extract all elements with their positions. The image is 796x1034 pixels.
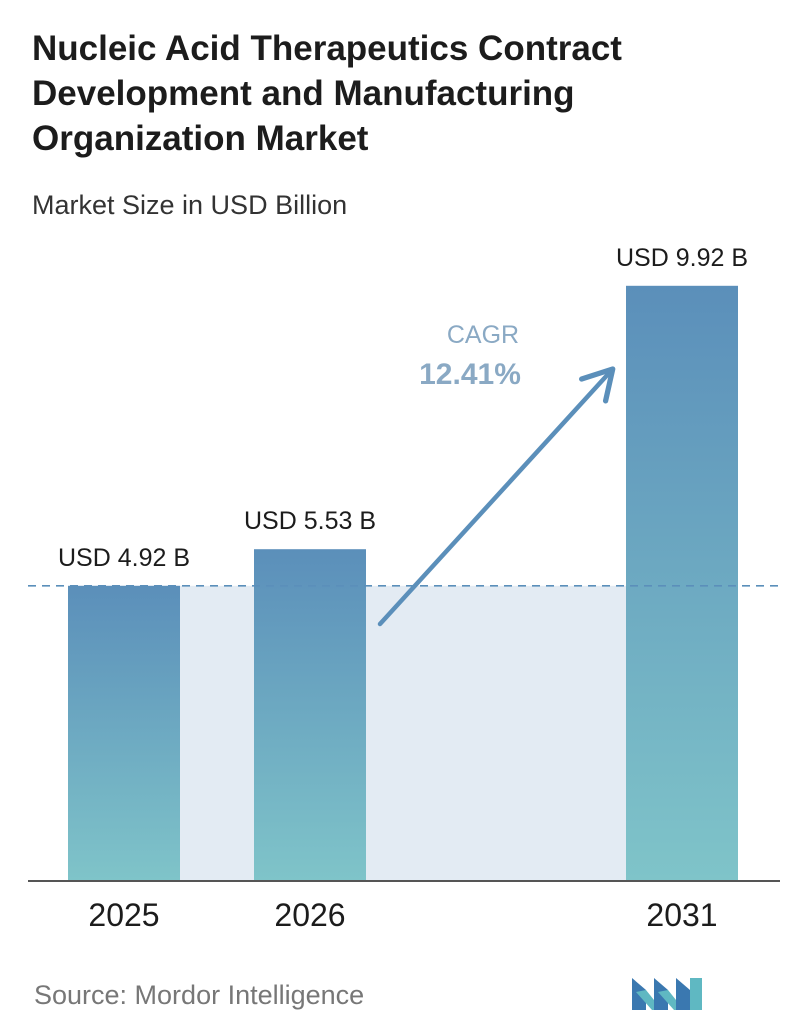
x-tick-2031: 2031 — [646, 897, 717, 933]
x-tick-2025: 2025 — [88, 897, 159, 933]
mordor-intelligence-logo-icon — [632, 978, 702, 1010]
data-label-2025: USD 4.92 B — [58, 544, 190, 572]
source-note: Source: Mordor Intelligence — [34, 980, 365, 1010]
cagr-value: 12.41% — [419, 358, 521, 391]
data-label-2026: USD 5.53 B — [244, 507, 376, 535]
data-label-2031: USD 9.92 B — [616, 244, 748, 272]
chart-subtitle: Market Size in USD Billion — [32, 190, 348, 220]
x-tick-2026: 2026 — [274, 897, 345, 933]
cagr-arrow — [377, 366, 616, 627]
bar-2031 — [626, 285, 738, 881]
chart-title: Nucleic Acid Therapeutics Contract Devel… — [32, 29, 622, 158]
bar-2026 — [254, 549, 366, 881]
cagr-label: CAGR — [447, 321, 519, 349]
bar-2025 — [68, 585, 180, 881]
